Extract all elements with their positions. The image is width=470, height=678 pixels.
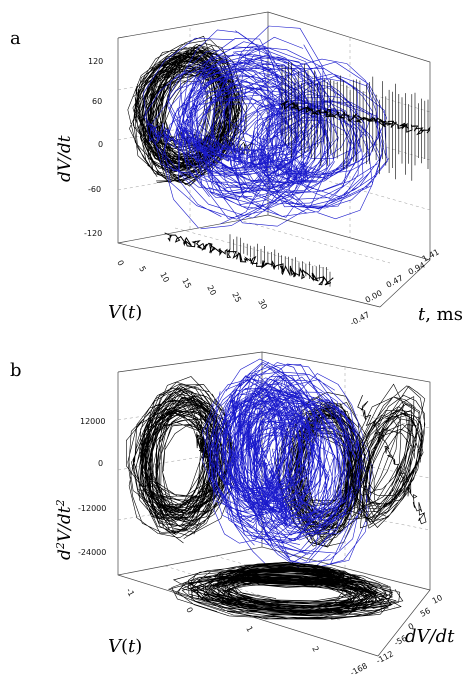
panel-a-wall-projection bbox=[280, 61, 431, 181]
panel-b-wall-loops bbox=[344, 383, 426, 529]
panel-a-y-label-unit: , ms bbox=[425, 304, 463, 325]
panel-b-wall-projection bbox=[344, 383, 427, 529]
panel-b-x-ticks: -1 0 1 2 bbox=[124, 587, 320, 654]
panel-a-z-tick: 60 bbox=[92, 97, 102, 106]
panel-a-z-tick: -60 bbox=[88, 185, 101, 194]
panel-b-wall-band bbox=[357, 394, 427, 525]
panel-b-z-label-sup1: 2 bbox=[54, 542, 67, 550]
panel-b-y-tick: 0 bbox=[407, 621, 416, 631]
panel-b-z-tick: -24000 bbox=[78, 548, 106, 557]
panel-a-x-label-var: V bbox=[108, 302, 123, 323]
panel-b-z-tick: -12000 bbox=[78, 504, 106, 513]
panel-a-blue-band bbox=[147, 122, 309, 184]
panel-a-x-tick: 0 bbox=[115, 259, 125, 268]
panel-a-wall-spikes bbox=[281, 61, 429, 181]
panel-a: a 120 60 0 -60 -120 bbox=[10, 11, 463, 328]
panel-b-z-label-mid: V/dt bbox=[55, 506, 75, 542]
panel-a-z-tick: 0 bbox=[98, 140, 103, 149]
panel-b-x-label-arg: t bbox=[128, 636, 136, 657]
panel-b-z-label-sup2: 2 bbox=[54, 499, 67, 507]
panel-a-blue-trajectory bbox=[142, 25, 390, 230]
panel-b: b 12000 0 -12000 -24000 -1 0 bbox=[10, 351, 455, 678]
panel-a-y-tick: -0.47 bbox=[349, 310, 372, 328]
panel-b-z-ticks: 12000 0 -12000 -24000 bbox=[78, 417, 106, 557]
panel-a-x-tick: 15 bbox=[180, 277, 193, 290]
panel-a-blue-loops bbox=[142, 25, 338, 230]
panel-a-x-label: V(t) bbox=[108, 302, 142, 323]
panel-a-x-ticks: 0 5 10 15 20 25 30 bbox=[115, 259, 269, 311]
panel-a-x-tick: 25 bbox=[230, 291, 243, 304]
panel-b-x-label: V(t) bbox=[108, 636, 142, 657]
panel-a-floor-spikes bbox=[229, 234, 331, 287]
panel-a-y-label-var: t bbox=[418, 304, 426, 325]
panel-b-z-tick: 12000 bbox=[80, 417, 105, 426]
panel-b-floor-inner bbox=[217, 562, 366, 588]
panel-b-black-loops bbox=[125, 376, 238, 544]
panel-a-blue-outer bbox=[221, 58, 390, 220]
panel-b-blue-trajectory bbox=[202, 358, 374, 574]
panel-b-y-tick: -112 bbox=[375, 649, 395, 665]
panel-b-y-tick: 10 bbox=[431, 593, 444, 606]
panel-a-x-tick: 30 bbox=[256, 298, 269, 311]
panel-b-blue-outer bbox=[220, 363, 374, 574]
panel-a-floor-band bbox=[164, 232, 334, 286]
panel-a-z-label: dV/dt bbox=[55, 135, 75, 182]
panel-b-z-label: d2V/dt2 bbox=[54, 499, 75, 560]
panel-a-y-tick: 0.47 bbox=[385, 273, 405, 289]
panel-b-x-tick: 2 bbox=[310, 645, 320, 654]
panel-b-x-label-var: V bbox=[108, 636, 123, 657]
panel-b-x-tick: 1 bbox=[244, 625, 254, 634]
panel-b-y-label: dV/dt bbox=[405, 626, 455, 647]
panel-b-y-tick: -168 bbox=[349, 661, 369, 677]
panel-a-x-tick: 10 bbox=[158, 271, 171, 284]
panel-b-floor-projection bbox=[167, 561, 404, 620]
panel-a-x-label-arg: t bbox=[128, 302, 136, 323]
panel-a-y-tick: 0.00 bbox=[364, 288, 384, 304]
panel-a-x-tick: 5 bbox=[137, 265, 147, 274]
panel-a-z-tick: -120 bbox=[84, 229, 102, 238]
panel-a-x-tick: 20 bbox=[205, 284, 218, 297]
panel-a-y-label: t, ms bbox=[418, 304, 463, 325]
panel-a-label: a bbox=[10, 28, 21, 49]
panel-b-blue-core bbox=[227, 394, 293, 528]
panel-b-x-tick: -1 bbox=[124, 587, 136, 598]
panel-a-z-ticks: 120 60 0 -60 -120 bbox=[84, 57, 103, 238]
panel-a-z-tick: 120 bbox=[88, 57, 103, 66]
panel-b-x-tick: 0 bbox=[184, 606, 194, 615]
panel-b-y-tick: 56 bbox=[419, 606, 432, 619]
panel-b-black-core bbox=[196, 432, 219, 479]
panel-b-z-tick: 0 bbox=[98, 459, 103, 468]
panel-a-floor-projection bbox=[164, 232, 334, 287]
panel-a-y-tick: 1.41 bbox=[421, 247, 441, 263]
panel-b-z-label-base: d bbox=[55, 549, 75, 560]
panel-b-label: b bbox=[10, 360, 22, 381]
